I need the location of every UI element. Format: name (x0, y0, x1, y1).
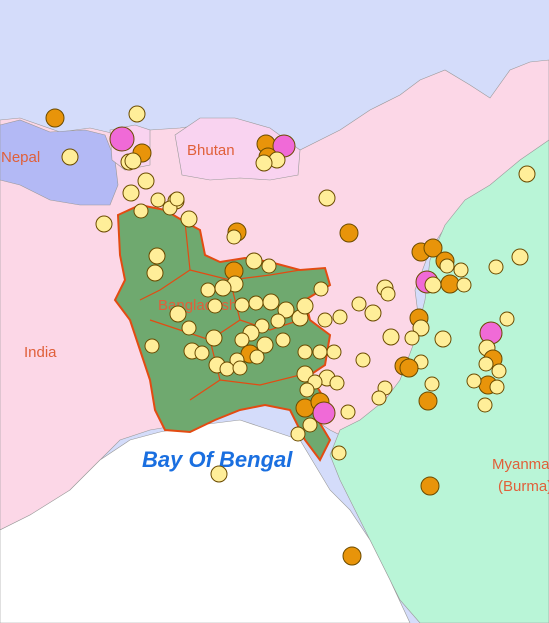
map-marker-small[interactable] (219, 361, 235, 377)
map-marker-small[interactable] (318, 189, 336, 207)
map-marker-small[interactable] (331, 445, 347, 461)
label-myanmar: Myanmar (492, 456, 549, 473)
map-marker-small[interactable] (207, 298, 223, 314)
map-marker-small[interactable] (332, 309, 348, 325)
map-marker-small[interactable] (226, 229, 242, 245)
map-marker-small[interactable] (380, 286, 396, 302)
label-india: India (24, 344, 57, 361)
map-marker-small[interactable] (296, 297, 314, 315)
map-marker-small[interactable] (340, 404, 356, 420)
map-marker-small[interactable] (355, 352, 371, 368)
map-marker-small[interactable] (489, 379, 505, 395)
map-marker-small[interactable] (210, 465, 228, 483)
map-marker-small[interactable] (205, 329, 223, 347)
map-marker-small[interactable] (194, 345, 210, 361)
map-marker-small[interactable] (518, 165, 536, 183)
map-marker-small[interactable] (255, 154, 273, 172)
map-marker-small[interactable] (382, 328, 400, 346)
map-marker-small[interactable] (434, 330, 452, 348)
map-marker-small[interactable] (234, 332, 250, 348)
map-marker-small[interactable] (313, 281, 329, 297)
map-marker-small[interactable] (478, 356, 494, 372)
map-marker-medium[interactable] (420, 476, 440, 496)
map-marker-small[interactable] (270, 313, 286, 329)
map-marker-small[interactable] (150, 192, 166, 208)
map-marker-small[interactable] (249, 349, 265, 365)
map-marker-small[interactable] (122, 184, 140, 202)
map-marker-small[interactable] (511, 248, 529, 266)
map-marker-small[interactable] (214, 279, 232, 297)
map-marker-small[interactable] (477, 397, 493, 413)
map-marker-small[interactable] (245, 252, 263, 270)
map-marker-medium[interactable] (342, 546, 362, 566)
map-marker-small[interactable] (248, 295, 264, 311)
map-marker-small[interactable] (200, 282, 216, 298)
label-bhutan: Bhutan (187, 142, 235, 159)
map-marker-small[interactable] (299, 382, 315, 398)
map-marker-small[interactable] (453, 262, 469, 278)
map-marker-small[interactable] (424, 276, 442, 294)
map-marker-small[interactable] (277, 301, 295, 319)
map-marker-small[interactable] (290, 426, 306, 442)
map-marker-small[interactable] (456, 277, 472, 293)
map-marker-small[interactable] (488, 259, 504, 275)
map-marker-small[interactable] (181, 320, 197, 336)
map-marker-medium[interactable] (423, 238, 443, 258)
map-marker-medium[interactable] (418, 391, 438, 411)
map-marker-small[interactable] (499, 311, 515, 327)
map-marker-small[interactable] (124, 152, 142, 170)
map-marker-medium[interactable] (399, 358, 419, 378)
label-bangladesh: Bangladesh (158, 297, 237, 314)
map-marker-small[interactable] (351, 296, 367, 312)
map-marker-small[interactable] (232, 360, 248, 376)
map-marker-small[interactable] (317, 312, 333, 328)
map-marker-small[interactable] (262, 293, 280, 311)
map-marker-small[interactable] (326, 344, 342, 360)
map-marker-small[interactable] (256, 336, 274, 354)
map-marker-small[interactable] (128, 105, 146, 123)
map-marker-small[interactable] (491, 363, 507, 379)
map-marker-small[interactable] (169, 191, 185, 207)
map-marker-small[interactable] (95, 215, 113, 233)
map-marker-small[interactable] (169, 305, 187, 323)
map-marker-small[interactable] (297, 344, 313, 360)
label-myanmar-sub: (Burma) (498, 478, 549, 495)
map-marker-small[interactable] (137, 172, 155, 190)
markers-layer (45, 105, 536, 566)
map-marker-small[interactable] (371, 390, 387, 406)
map-marker-medium[interactable] (440, 274, 460, 294)
label-nepal: Nepal (1, 149, 40, 166)
map-marker-small[interactable] (302, 417, 318, 433)
map-marker-small[interactable] (146, 264, 164, 282)
map-marker-small[interactable] (61, 148, 79, 166)
map-marker-small[interactable] (466, 373, 482, 389)
map-marker-small[interactable] (275, 332, 291, 348)
map-marker-small[interactable] (412, 319, 430, 337)
map-marker-large[interactable] (109, 126, 135, 152)
map-marker-small[interactable] (148, 247, 166, 265)
map-marker-small[interactable] (234, 297, 250, 313)
nepal-region (0, 119, 119, 206)
map-marker-small[interactable] (329, 375, 345, 391)
map-marker-small[interactable] (312, 344, 328, 360)
map-marker-small[interactable] (404, 330, 420, 346)
map-marker-small[interactable] (424, 376, 440, 392)
map-marker-small[interactable] (439, 258, 455, 274)
map-marker-small[interactable] (133, 203, 149, 219)
map-marker-medium[interactable] (45, 108, 65, 128)
sea-region (0, 419, 411, 623)
map-marker-small[interactable] (364, 304, 382, 322)
map-marker-small[interactable] (180, 210, 198, 228)
map-marker-small[interactable] (144, 338, 160, 354)
map-marker-medium[interactable] (339, 223, 359, 243)
map-marker-small[interactable] (261, 258, 277, 274)
map-marker-large[interactable] (312, 401, 336, 425)
